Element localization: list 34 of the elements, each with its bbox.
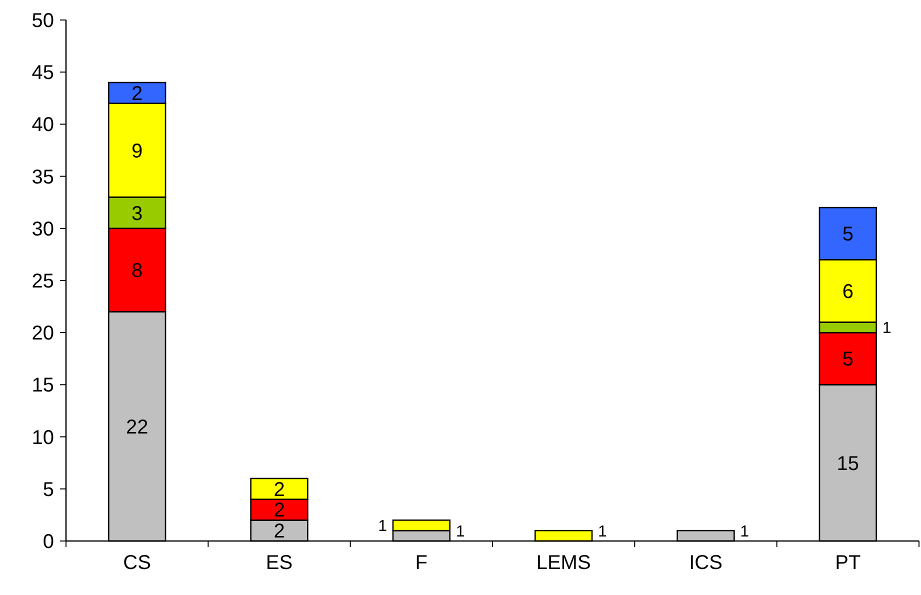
data-label: 2 [132,82,143,105]
y-tick-label: 10 [32,426,54,449]
data-label: 9 [132,140,143,162]
data-label: 15 [836,452,860,475]
data-label: 8 [132,260,143,282]
x-tick-label: F [415,552,428,574]
data-label: 5 [842,348,854,371]
data-label: 1 [456,524,465,541]
y-tick-label: 0 [42,531,54,553]
data-label: 5 [842,224,854,246]
data-label: 1 [882,320,892,337]
x-tick-label: ES [266,552,293,574]
x-tick-label: CS [123,552,151,574]
y-tick-label: 20 [32,322,54,345]
data-label: 1 [378,518,388,535]
data-label: 1 [740,524,750,541]
y-tick-label: 25 [32,270,54,292]
data-label: 3 [132,202,143,225]
y-tick-label: 15 [32,374,54,397]
x-tick-label: PT [835,552,861,574]
y-tick-label: 45 [32,62,54,84]
x-tick-label: ICS [689,552,722,574]
data-label: 2 [274,520,285,543]
y-tick-label: 5 [42,478,54,501]
y-tick-label: 40 [32,114,54,136]
y-tick-label: 30 [32,218,54,240]
y-tick-label: 35 [32,166,54,188]
data-label: 22 [126,416,148,438]
data-label: 1 [598,524,608,541]
data-label: 2 [274,500,285,522]
data-label: 2 [274,478,285,501]
x-tick-label: LEMS [536,552,591,574]
y-tick-label: 50 [32,10,54,32]
data-label: 6 [842,280,854,303]
